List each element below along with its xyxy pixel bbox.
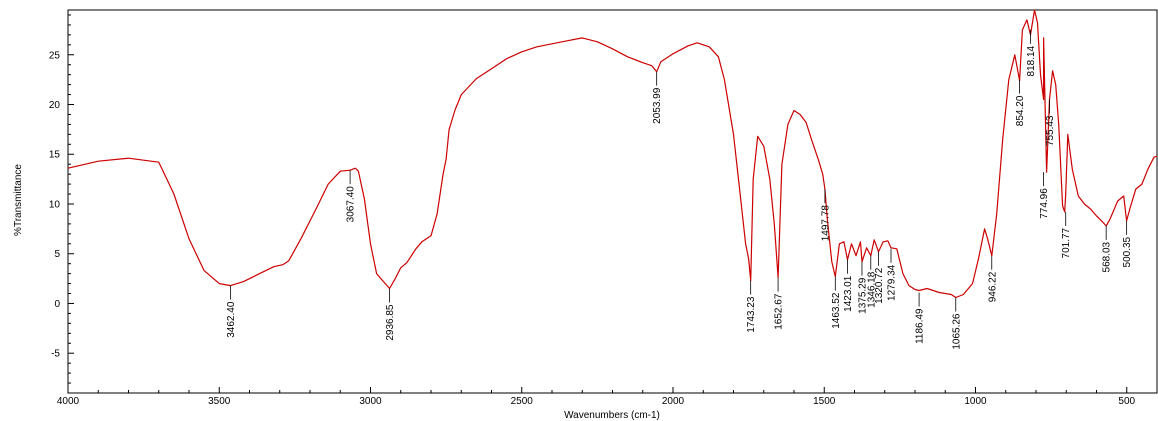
peak-label: 1279.34 [887,264,898,301]
peak-label: 2936.85 [385,304,396,341]
peak-label: 568.03 [1102,241,1113,272]
peak-label: 1065.26 [951,313,962,350]
peak-label: 1320.72 [874,267,885,304]
x-tick-label: 1000 [964,396,987,407]
peak-label: 818.14 [1026,45,1037,76]
y-tick-label: 15 [49,150,61,161]
peak-label: 1463.52 [831,292,842,329]
peak-label: 1186.49 [915,308,926,344]
peak-label: 2053.99 [652,87,663,124]
y-tick-label: 25 [49,50,61,61]
peak-label: 854.20 [1015,95,1026,126]
peak-label: 3462.40 [226,301,237,338]
x-axis-title: Wavenumbers (cm-1) [564,410,660,421]
peak-label: 1423.01 [843,275,854,312]
peak-label: 1652.67 [774,293,785,330]
x-tick-label: 3500 [208,396,231,407]
peak-label: 500.35 [1122,236,1133,267]
x-tick-label: 2000 [662,396,685,407]
x-tick-label: 4000 [57,396,80,407]
x-tick-label: 1500 [813,396,836,407]
peak-label: 1497.78 [820,205,831,242]
y-tick-label: 10 [49,199,61,210]
x-tick-label: 500 [1118,396,1135,407]
x-tick-label: 2500 [511,396,534,407]
x-tick-label: 3000 [359,396,382,407]
y-tick-label: -5 [51,349,60,360]
peak-label: 3067.40 [346,186,357,223]
y-tick-label: 5 [54,249,60,260]
y-tick-label: 0 [54,299,60,310]
y-tick-label: 20 [49,100,61,111]
peak-label: 701.77 [1061,227,1072,258]
peak-label: 946.22 [987,271,998,302]
peak-label: 1743.23 [746,296,757,333]
peak-label: 755.43 [1045,115,1056,146]
peak-label: 774.96 [1039,188,1050,219]
y-axis-title: %Transmittance [13,164,24,236]
